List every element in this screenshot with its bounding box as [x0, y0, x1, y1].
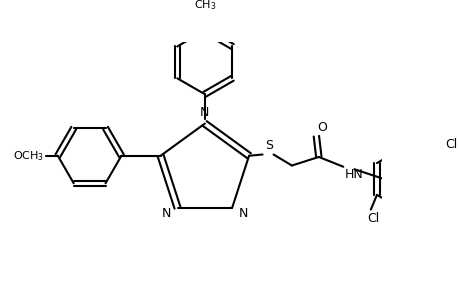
Text: N: N — [200, 106, 209, 119]
Text: S: S — [264, 139, 272, 152]
Text: Cl: Cl — [445, 138, 457, 151]
Text: Cl: Cl — [366, 212, 379, 225]
Text: O: O — [317, 121, 327, 134]
Text: N: N — [162, 206, 171, 220]
Text: OCH$_3$: OCH$_3$ — [13, 149, 44, 163]
Text: CH$_3$: CH$_3$ — [193, 0, 216, 12]
Text: N: N — [238, 206, 247, 220]
Text: HN: HN — [344, 168, 363, 181]
